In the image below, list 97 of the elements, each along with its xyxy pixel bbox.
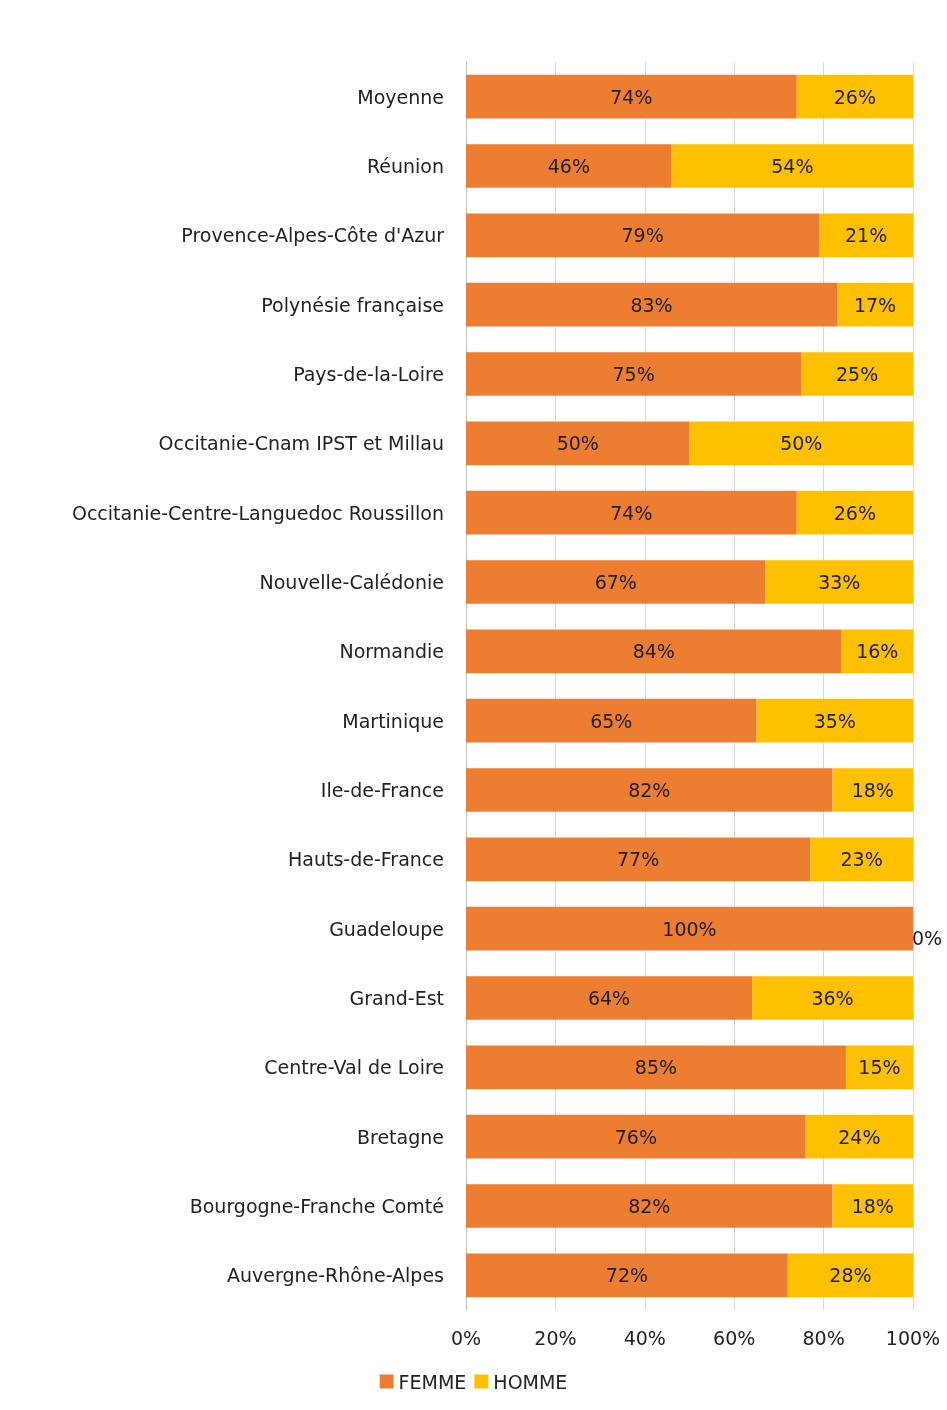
x-tick-label: 80% bbox=[802, 1326, 845, 1349]
bar bbox=[466, 560, 766, 604]
data-label: 0% bbox=[911, 927, 943, 950]
bar bbox=[671, 144, 913, 188]
bar bbox=[466, 906, 913, 951]
data-label: 85% bbox=[634, 1056, 678, 1079]
data-label: 84% bbox=[632, 640, 675, 663]
y-tick-label: Polynésie française bbox=[261, 293, 444, 316]
data-label: 74% bbox=[610, 85, 653, 108]
data-label: 36% bbox=[811, 987, 854, 1009]
bar bbox=[796, 74, 913, 119]
y-tick-label: Guadeloupe bbox=[329, 917, 444, 940]
bar bbox=[466, 490, 797, 535]
bar bbox=[466, 213, 820, 258]
data-label: 64% bbox=[587, 987, 631, 1009]
x-tick-label: 40% bbox=[623, 1326, 666, 1349]
data-label: 50% bbox=[780, 432, 823, 455]
bar bbox=[466, 629, 842, 674]
data-label: 65% bbox=[590, 709, 633, 732]
data-label: 24% bbox=[838, 1125, 881, 1148]
bar bbox=[466, 144, 672, 188]
data-label: 18% bbox=[851, 779, 894, 801]
bar bbox=[841, 629, 913, 674]
bar bbox=[845, 1045, 913, 1090]
data-label: 54% bbox=[771, 155, 814, 177]
y-tick-label: Moyenne bbox=[357, 85, 444, 108]
bar bbox=[466, 698, 757, 743]
bar bbox=[832, 1184, 913, 1228]
y-tick-label: Ile-de-France bbox=[320, 779, 444, 801]
data-label: 74% bbox=[610, 501, 653, 524]
data-label: 67% bbox=[594, 571, 637, 593]
y-tick-label: Centre-Val de Loire bbox=[264, 1056, 444, 1079]
x-tick-label: 0% bbox=[450, 1326, 482, 1349]
y-tick-label: Occitanie-Centre-Languedoc Roussillon bbox=[71, 501, 444, 524]
data-label: 33% bbox=[818, 571, 861, 593]
bar bbox=[805, 1114, 913, 1159]
data-label: 75% bbox=[612, 363, 655, 385]
y-tick-label: Normandie bbox=[339, 640, 444, 663]
data-label: 82% bbox=[628, 779, 671, 801]
legend-label: FEMME bbox=[398, 1370, 467, 1393]
bar bbox=[466, 1253, 788, 1298]
bar bbox=[466, 74, 797, 119]
y-tick-label: Occitanie-Cnam IPST et Millau bbox=[158, 432, 444, 455]
data-label: 35% bbox=[813, 709, 856, 732]
data-label: 100% bbox=[662, 917, 717, 940]
bar bbox=[837, 282, 913, 327]
bar bbox=[466, 837, 811, 882]
bar bbox=[801, 352, 913, 396]
y-tick-label: Bourgogne-Franche Comté bbox=[189, 1195, 444, 1217]
data-label: 26% bbox=[833, 501, 877, 524]
bar bbox=[466, 1045, 846, 1090]
data-label: 21% bbox=[844, 224, 888, 247]
bar bbox=[752, 976, 913, 1020]
bar bbox=[796, 490, 913, 535]
data-label: 77% bbox=[616, 848, 660, 871]
data-label: 18% bbox=[851, 1195, 894, 1217]
data-label: 83% bbox=[630, 293, 673, 316]
data-label: 23% bbox=[840, 848, 883, 871]
data-label: 50% bbox=[556, 432, 599, 455]
data-label: 72% bbox=[605, 1264, 649, 1287]
y-tick-label: Auvergne-Rhône-Alpes bbox=[226, 1264, 444, 1287]
data-label: 46% bbox=[547, 155, 590, 177]
data-label: 79% bbox=[621, 224, 664, 247]
data-label: 17% bbox=[853, 293, 897, 316]
bar bbox=[466, 768, 833, 812]
bar bbox=[466, 421, 690, 466]
bar bbox=[832, 768, 913, 812]
bar bbox=[810, 837, 913, 882]
bar bbox=[756, 698, 913, 743]
bar bbox=[765, 560, 913, 604]
y-tick-label: Hauts-de-France bbox=[288, 848, 444, 871]
y-tick-label: Réunion bbox=[366, 155, 444, 177]
data-label: 82% bbox=[628, 1195, 671, 1217]
legend-label: HOMME bbox=[493, 1370, 568, 1393]
bar bbox=[787, 1253, 913, 1298]
y-tick-label: Martinique bbox=[342, 709, 444, 732]
bar bbox=[466, 976, 753, 1020]
data-label: 76% bbox=[614, 1125, 657, 1148]
data-label: 26% bbox=[833, 85, 877, 108]
data-label: 25% bbox=[836, 363, 879, 385]
bar bbox=[466, 352, 802, 396]
y-tick-label: Nouvelle-Calédonie bbox=[259, 571, 444, 593]
bar bbox=[466, 282, 838, 327]
y-tick-label: Grand-Est bbox=[349, 987, 444, 1009]
bar bbox=[466, 1114, 806, 1159]
y-tick-label: Bretagne bbox=[356, 1125, 444, 1148]
bar bbox=[689, 421, 913, 466]
x-tick-label: 20% bbox=[534, 1326, 577, 1349]
y-tick-label: Pays-de-la-Loire bbox=[293, 363, 444, 385]
data-label: 28% bbox=[829, 1264, 872, 1287]
x-tick-label: 60% bbox=[713, 1326, 756, 1349]
y-tick-label: Provence-Alpes-Côte d'Azur bbox=[181, 224, 445, 247]
bar bbox=[819, 213, 913, 258]
data-label: 15% bbox=[858, 1056, 901, 1079]
data-label: 16% bbox=[856, 640, 899, 663]
bar bbox=[466, 1184, 833, 1228]
x-tick-label: 100% bbox=[885, 1326, 941, 1349]
